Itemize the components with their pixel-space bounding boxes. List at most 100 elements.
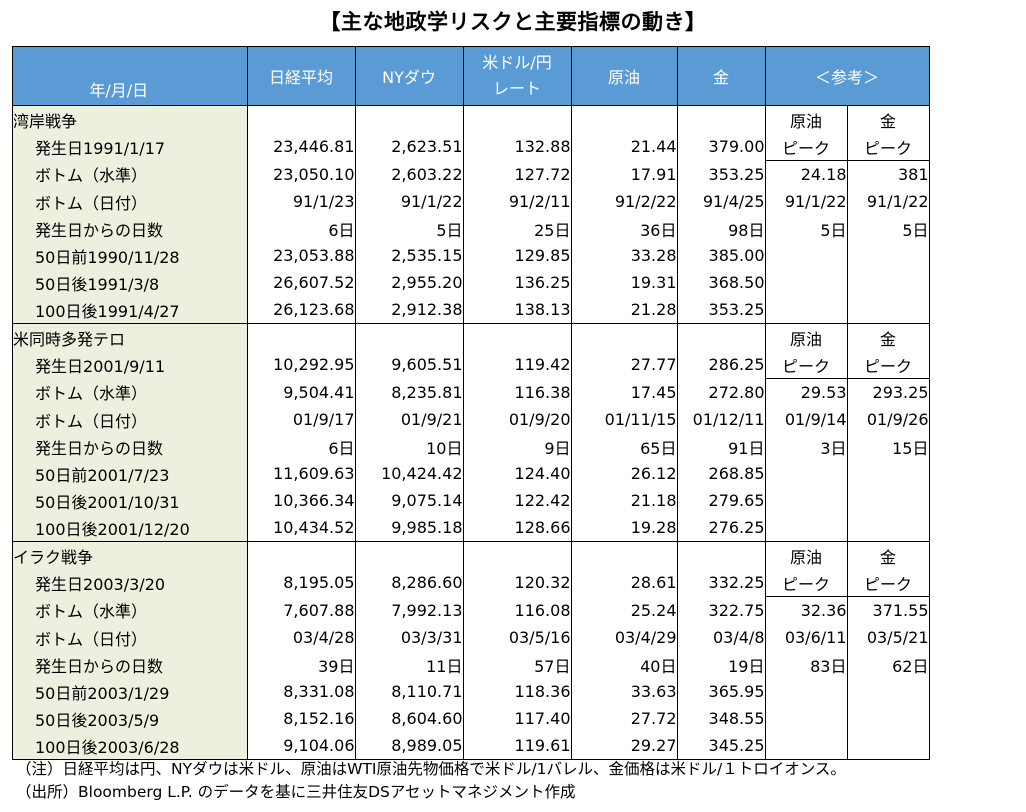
value-cell: 11,609.63 — [246, 460, 356, 487]
row-date: 2001/12/20 — [97, 519, 190, 539]
row-label-cell: ボトム（日付） — [35, 188, 248, 215]
table-row: 50日後2003/5/9 8,152.16 8,604.60 117.40 27.72 3… — [12, 705, 930, 732]
empty-cell — [846, 296, 930, 324]
value-cell: 10,434.52 — [246, 514, 356, 542]
empty-cell — [246, 541, 356, 569]
table-row: 発生日からの日数 6日 5日 25日 36日 98日 5日 5日 — [12, 215, 930, 242]
value-cell: 2,623.51 — [354, 133, 464, 161]
row-label-cell: ボトム（水準） — [35, 160, 248, 188]
table-row: 発生日2003/3/20 8,195.05 8,286.60 120.32 28.61 3… — [12, 569, 930, 597]
row-label-wrap: ボトム（日付） — [35, 190, 246, 214]
row-label: ボトム（水準） — [35, 602, 148, 622]
empty-cell — [764, 678, 848, 705]
indent-cell — [12, 188, 35, 215]
row-date: 2001/7/23 — [87, 465, 170, 485]
value-cell: 10,424.42 — [354, 460, 464, 487]
value-cell: 2,535.15 — [354, 242, 464, 269]
value-cell: 27.72 — [570, 705, 678, 732]
header-row: 年/月/日 日経平均 NYダウ 米ドル/円 レート 原油 金 ＜参考＞ — [12, 46, 930, 106]
row-label-cell: 発生日からの日数 — [35, 215, 248, 242]
row-label-cell: 発生日からの日数 — [35, 433, 248, 460]
value-cell: 385.00 — [676, 242, 766, 269]
page-title: 【主な地政学リスクと主要指標の動き】 — [319, 10, 707, 34]
table-row: 50日前1990/11/28 23,053.88 2,535.15 129.85 33.… — [12, 242, 930, 269]
empty-cell — [764, 705, 848, 732]
value-cell: 124.40 — [462, 460, 572, 487]
value-cell: 03/5/16 — [462, 624, 572, 651]
indent-cell — [12, 651, 35, 678]
nikkei-column-header: 日経平均 — [246, 46, 356, 106]
empty-cell — [846, 732, 930, 760]
row-label-cell: 50日前2003/1/29 — [35, 678, 248, 705]
table-row: 50日前2001/7/23 11,609.63 10,424.42 124.40 26.… — [12, 460, 930, 487]
table-row: ボトム（日付） 91/1/23 91/1/22 91/2/11 91/2/22 91/4/… — [12, 188, 930, 215]
value-cell: 21.44 — [570, 133, 678, 161]
row-label-wrap: 発生日2001/9/11 — [35, 353, 246, 377]
value-cell: 119.42 — [462, 351, 572, 379]
row-label-cell: ボトム（水準） — [35, 596, 248, 624]
value-cell: 2,912.38 — [354, 296, 464, 324]
table-row: 発生日2001/9/11 10,292.95 9,605.51 119.42 27.77… — [12, 351, 930, 379]
value-cell: 9,605.51 — [354, 351, 464, 379]
row-label-wrap: 発生日からの日数 — [35, 217, 246, 241]
nydow-column-header: NYダウ — [354, 46, 464, 106]
value-cell: 345.25 — [676, 732, 766, 760]
row-label: 100日後 — [35, 519, 98, 539]
row-label-cell: 発生日からの日数 — [35, 651, 248, 678]
ref-head-cell: 金 — [846, 105, 930, 133]
ref-value-cell: 3日 — [764, 433, 848, 460]
value-cell: 8,331.08 — [246, 678, 356, 705]
value-cell: 03/4/28 — [246, 624, 356, 651]
reference-column-header: ＜参考＞ — [764, 46, 930, 106]
risk-table: 年/月/日 日経平均 NYダウ 米ドル/円 レート 原油 金 ＜参考＞ 湾岸戦争原… — [12, 46, 930, 760]
empty-cell — [570, 105, 678, 133]
row-label: 発生日 — [35, 574, 84, 594]
row-label-wrap: 発生日からの日数 — [35, 653, 246, 677]
section-title: 米同時多発テロ — [12, 323, 248, 351]
row-label-wrap: 100日後1991/4/27 — [35, 298, 246, 322]
row-label-wrap: 50日前2003/1/29 — [35, 680, 246, 704]
empty-cell — [764, 460, 848, 487]
indent-cell — [12, 514, 35, 542]
empty-cell — [846, 487, 930, 514]
value-cell: 33.28 — [570, 242, 678, 269]
row-label-cell: 発生日2001/9/11 — [35, 351, 248, 379]
empty-cell — [846, 705, 930, 732]
ref-value-cell: 371.55 — [846, 596, 930, 624]
indent-cell — [12, 732, 35, 760]
value-cell: 29.27 — [570, 732, 678, 760]
row-label: 発生日からの日数 — [35, 438, 164, 458]
row-label-cell: 発生日1991/1/17 — [35, 133, 248, 161]
ref-value-cell: 381 — [846, 160, 930, 188]
table-row: ボトム（日付） 01/9/17 01/9/21 01/9/20 01/11/15 01/1… — [12, 406, 930, 433]
value-cell: 21.18 — [570, 487, 678, 514]
value-cell: 01/11/15 — [570, 406, 678, 433]
row-label-wrap: 100日後2001/12/20 — [35, 516, 246, 540]
value-cell: 10,366.34 — [246, 487, 356, 514]
table-row: 100日後2003/6/28 9,104.06 8,989.05 119.61 29.2… — [12, 732, 930, 760]
value-cell: 138.13 — [462, 296, 572, 324]
indent-cell — [12, 296, 35, 324]
value-cell: 33.63 — [570, 678, 678, 705]
value-cell: 365.95 — [676, 678, 766, 705]
ref-value-cell: 62日 — [846, 651, 930, 678]
row-label-wrap: ボトム（日付） — [35, 408, 246, 432]
value-cell: 17.91 — [570, 160, 678, 188]
ref-value-cell: 15日 — [846, 433, 930, 460]
empty-cell — [764, 487, 848, 514]
row-label-wrap: 100日後2003/6/28 — [35, 734, 246, 758]
table-row: 発生日からの日数 39日 11日 57日 40日 19日 83日 62日 — [12, 651, 930, 678]
value-cell: 01/12/11 — [676, 406, 766, 433]
row-label: 100日後 — [35, 737, 98, 757]
indent-cell — [12, 406, 35, 433]
row-label-wrap: 50日後1991/3/8 — [35, 271, 246, 295]
row-label: 50日前 — [35, 683, 88, 703]
empty-cell — [246, 105, 356, 133]
row-label: ボトム（日付） — [35, 193, 148, 213]
value-cell: 23,050.10 — [246, 160, 356, 188]
row-date: 1991/1/17 — [83, 138, 166, 158]
ref-head-cell: 金 — [846, 323, 930, 351]
value-cell: 39日 — [246, 651, 356, 678]
value-cell: 118.36 — [462, 678, 572, 705]
empty-cell — [846, 242, 930, 269]
